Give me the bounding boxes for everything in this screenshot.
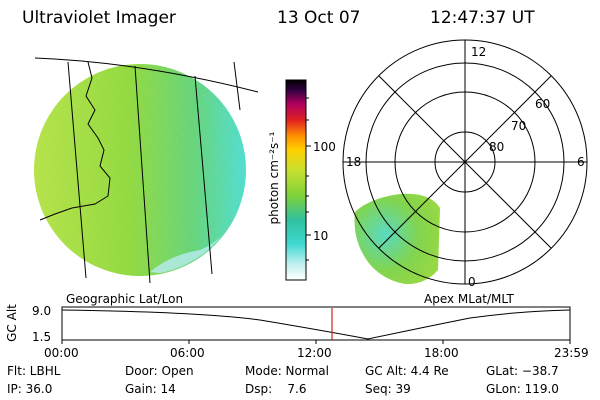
app-title: Ultraviolet Imager — [22, 8, 176, 28]
mlt-label-12: 12 — [471, 45, 487, 59]
mlat-label-80: 80 — [489, 140, 505, 154]
time-tick-0000: 00:00 — [44, 346, 79, 360]
glat-status: GLat: −38.7 — [486, 364, 559, 378]
gain-status: Gain: 14 — [125, 382, 176, 396]
mlt-label-0: 0 — [468, 275, 476, 289]
colorbar-tick-10: 10 — [313, 229, 329, 243]
date-label: 13 Oct 07 — [277, 8, 361, 28]
time-label: 12:47:37 UT — [430, 8, 535, 28]
mlat-label-70: 70 — [511, 119, 527, 133]
altitude-ytick-min: 1.5 — [32, 330, 52, 344]
graticule-lon-4 — [233, 61, 241, 111]
polar-plot — [342, 39, 588, 285]
mlt-label-6: 6 — [577, 155, 585, 169]
coastline — [39, 61, 111, 221]
graticule-lon-1 — [67, 61, 87, 279]
seq-status: Seq: 39 — [365, 382, 411, 396]
glon-status: GLon: 119.0 — [486, 382, 559, 396]
geo-panel-caption: Geographic Lat/Lon — [66, 292, 184, 306]
graticule-lon-2 — [134, 65, 151, 284]
colorbar-tick-100: 100 — [313, 140, 336, 154]
graticule-lon-3 — [194, 75, 213, 275]
filter-status: Flt: LBHL — [7, 364, 61, 378]
door-status: Door: Open — [125, 364, 194, 378]
colorbar — [285, 79, 311, 281]
time-tick-2359: 23:59 — [554, 346, 589, 360]
graticule-lat — [34, 57, 259, 93]
ip-status: IP: 36.0 — [7, 382, 53, 396]
altitude-curve — [61, 309, 571, 340]
geographic-image — [34, 57, 259, 284]
colorbar-unit-label: photon cm⁻²s⁻¹ — [267, 131, 281, 225]
mode-status: Mode: Normal — [245, 364, 329, 378]
altitude-ylabel: GC Alt — [5, 304, 19, 342]
gc-alt-status: GC Alt: 4.4 Re — [365, 364, 449, 378]
altitude-ytick-max: 9.0 — [32, 304, 52, 318]
dsp-status: Dsp: 7.6 — [245, 382, 307, 396]
altitude-timeline — [61, 306, 571, 344]
mlt-label-18: 18 — [346, 155, 362, 169]
time-tick-0600: 06:00 — [170, 346, 205, 360]
polar-panel-caption: Apex MLat/MLT — [424, 292, 514, 306]
time-tick-1200: 12:00 — [297, 346, 332, 360]
time-tick-1800: 18:00 — [424, 346, 459, 360]
mlat-label-60: 60 — [535, 97, 551, 111]
